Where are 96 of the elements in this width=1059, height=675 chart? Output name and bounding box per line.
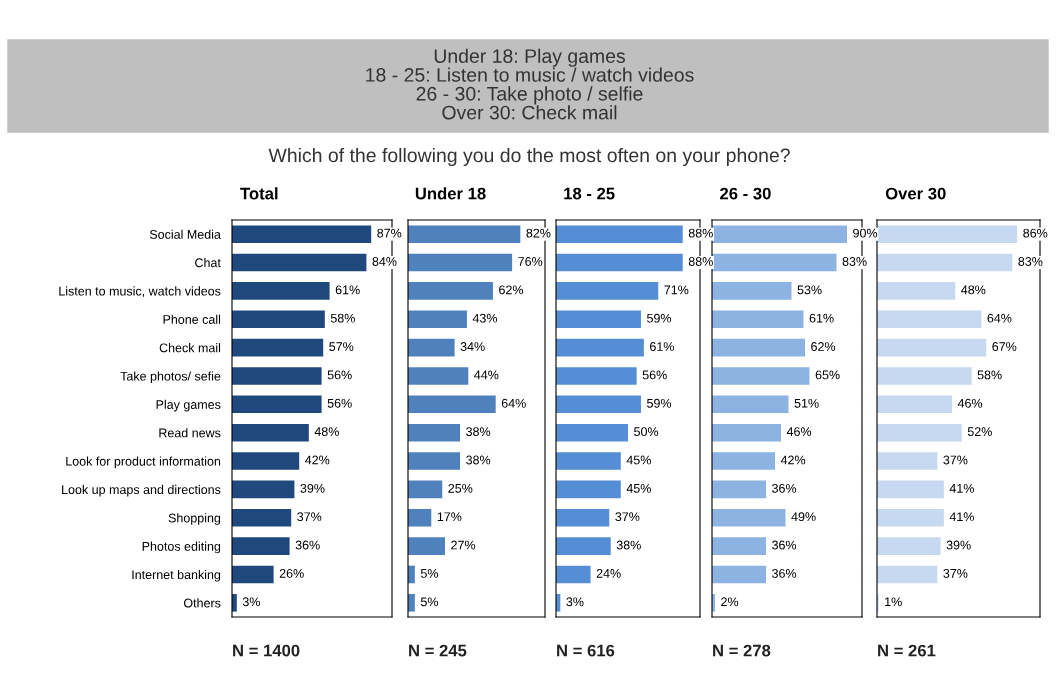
data-label: 46%: [786, 427, 812, 437]
data-label: 56%: [327, 370, 352, 380]
data-label: 67%: [992, 342, 1017, 351]
chart-title: 18 - 25: [564, 187, 615, 200]
data-label: 37%: [615, 512, 640, 522]
y-tick-label: Listen to music, watch videos: [59, 286, 221, 298]
data-label: 1%: [885, 597, 902, 607]
data-label: 86%: [1023, 228, 1048, 238]
data-label: 87%: [377, 228, 402, 238]
data-label: 59%: [647, 398, 672, 408]
data-label: 58%: [977, 370, 1002, 380]
data-label: 83%: [842, 257, 867, 266]
y-tick-label: Internet banking: [132, 569, 221, 582]
data-label: 17%: [437, 512, 462, 522]
data-label: 2%: [721, 597, 739, 607]
chart-title: Under 18: [415, 187, 486, 200]
data-label: 37%: [943, 568, 968, 578]
data-label: 88%: [688, 228, 713, 238]
data-label: 36%: [772, 540, 797, 550]
chart-title: Total: [240, 187, 278, 200]
data-label: 3%: [566, 597, 584, 607]
data-label: 37%: [943, 455, 968, 465]
data-label: 61%: [809, 313, 834, 323]
data-label: 36%: [295, 540, 320, 550]
data-label: 56%: [642, 370, 667, 380]
data-label: 45%: [626, 483, 651, 493]
data-label: 38%: [616, 540, 641, 550]
data-label: 64%: [501, 398, 526, 408]
y-tick-label: Shopping: [168, 513, 221, 525]
data-label: 57%: [329, 342, 354, 351]
data-label: 84%: [372, 257, 397, 266]
text: Which of the following you do the most often on your phone?: [268, 147, 790, 167]
y-tick-label: Phone call: [163, 314, 221, 324]
data-label: 82%: [526, 228, 551, 238]
text: N = 245: [409, 644, 467, 657]
data-label: 45%: [626, 455, 651, 465]
data-label: 38%: [466, 427, 491, 437]
data-label: 48%: [314, 427, 339, 437]
data-label: 59%: [647, 313, 672, 323]
data-label: 90%: [853, 228, 878, 238]
data-label: 39%: [300, 483, 325, 493]
data-label: 46%: [957, 398, 983, 408]
text: N = 616: [557, 644, 615, 657]
data-label: 42%: [305, 455, 330, 465]
data-label: 56%: [327, 398, 352, 408]
data-label: 37%: [297, 512, 322, 522]
data-label: 26%: [279, 568, 304, 578]
data-label: 88%: [688, 257, 713, 266]
data-label: 61%: [335, 285, 360, 295]
data-label: 52%: [967, 427, 992, 437]
data-label: 62%: [811, 342, 836, 351]
y-tick-label: Chat: [195, 258, 221, 268]
data-label: 36%: [772, 483, 797, 493]
y-tick-label: Others: [183, 598, 221, 608]
y-tick-label: Photos editing: [142, 541, 221, 554]
data-label: 62%: [499, 285, 524, 295]
data-label: 64%: [987, 313, 1012, 323]
data-label: 38%: [466, 455, 491, 465]
y-tick-label: Play games: [156, 399, 221, 412]
data-label: 44%: [474, 370, 499, 380]
data-label: 41%: [949, 512, 974, 522]
y-tick-label: Look for product information: [66, 456, 221, 469]
data-label: 36%: [772, 568, 797, 578]
y-tick-label: Social Media: [149, 229, 221, 239]
data-label: 5%: [420, 569, 439, 578]
data-label: 65%: [815, 370, 840, 380]
data-label: 27%: [451, 540, 476, 550]
text: N = 278: [713, 644, 771, 657]
y-tick-label: Take photos/ sefie: [120, 371, 221, 384]
data-label: 50%: [634, 427, 659, 437]
data-label: 42%: [780, 455, 806, 465]
data-label: 71%: [664, 285, 689, 295]
data-label: 5%: [420, 597, 439, 607]
data-label: 34%: [460, 342, 485, 351]
y-tick-label: Read news: [159, 428, 221, 438]
data-label: 61%: [650, 342, 674, 351]
text: Under 18: Play games 18 - 25: Listen to music / watch videos 26 - 30: Take photo / selfie Over 30: Check mail: [366, 48, 694, 120]
data-label: 83%: [1018, 257, 1043, 266]
data-label: 25%: [448, 483, 473, 493]
y-tick-label: Look up maps and directions: [62, 484, 221, 497]
data-label: 39%: [946, 540, 971, 550]
data-label: 41%: [949, 483, 974, 493]
data-label: 43%: [472, 313, 498, 323]
chart-title: 26 - 30: [720, 187, 771, 200]
text: N = 261: [878, 644, 936, 657]
data-label: 3%: [242, 597, 260, 607]
data-label: 48%: [961, 285, 986, 295]
data-label: 76%: [518, 257, 543, 266]
data-label: 51%: [794, 398, 819, 408]
data-label: 53%: [797, 285, 822, 295]
data-label: 58%: [330, 313, 355, 323]
data-label: 49%: [791, 512, 816, 522]
y-tick-label: Check mail: [159, 343, 221, 353]
text: N = 1400: [233, 644, 300, 657]
chart-title: Over 30: [885, 187, 946, 200]
data-label: 24%: [596, 568, 621, 578]
